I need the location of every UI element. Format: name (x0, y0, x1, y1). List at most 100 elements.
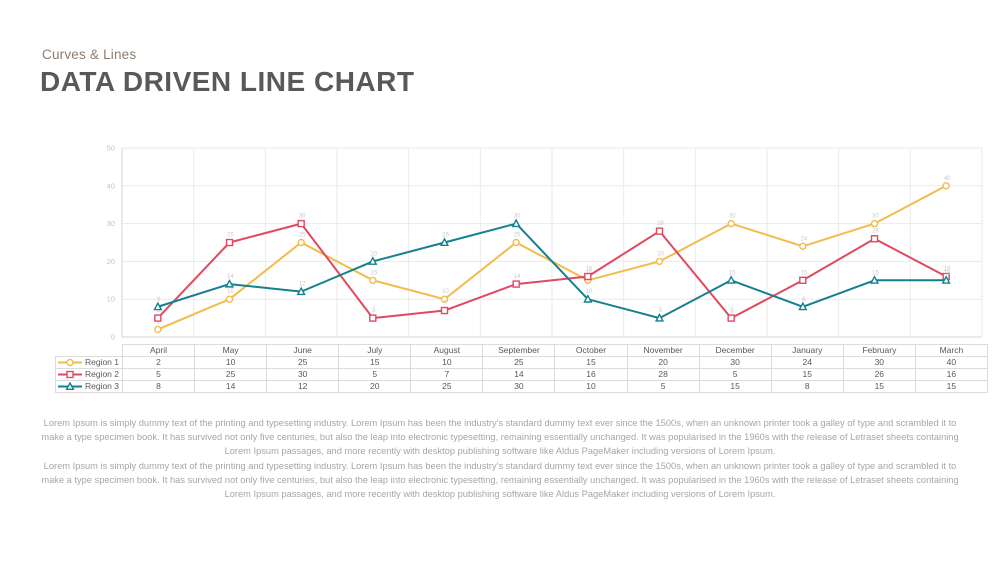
table-row: Region 3 8 14 12 20 25 30 10 5 15 8 15 15 (55, 380, 988, 393)
table-corner-cell (55, 344, 123, 357)
circle-marker (655, 257, 664, 266)
table-row: Region 1 2 10 25 15 10 25 15 20 30 24 30 40 (55, 356, 988, 369)
triangle-marker (511, 218, 521, 228)
data-point-label: 5 (157, 308, 161, 314)
triangle-marker (583, 294, 593, 303)
data-point-label: 14 (227, 274, 234, 280)
legend-label: Region 1 (84, 357, 119, 368)
legend-item-region-2: Region 2 (55, 368, 123, 381)
month-header: December (698, 344, 772, 357)
table-value-cell: 20 (338, 380, 412, 393)
month-header: October (554, 344, 628, 357)
slide-kicker: Curves & Lines (42, 47, 137, 62)
table-value-cell: 16 (554, 368, 628, 381)
table-value-cell: 30 (266, 368, 340, 381)
square-marker (369, 314, 377, 322)
legend-label: Region 2 (84, 369, 119, 380)
data-point-label: 30 (299, 214, 306, 220)
data-point-label: 16 (944, 267, 951, 273)
data-point-label: 5 (730, 308, 734, 314)
month-header: June (266, 344, 340, 357)
data-point-label: 30 (514, 214, 521, 220)
table-value-cell: 25 (194, 368, 268, 381)
square-marker (440, 306, 449, 315)
triangle-marker (941, 275, 951, 284)
circle-marker (870, 219, 879, 228)
data-point-label: 26 (872, 229, 879, 235)
data-point-label: 15 (729, 270, 736, 276)
data-point-label: 15 (944, 270, 951, 276)
data-point-label: 12 (299, 282, 306, 288)
data-point-label: 24 (800, 236, 807, 242)
chart-data-table: April May June July August September October No… (55, 344, 988, 393)
table-value-cell: 5 (626, 380, 700, 393)
table-value-cell: 15 (338, 356, 412, 369)
table-value-cell: 26 (842, 368, 916, 381)
table-value-cell: 24 (770, 356, 844, 369)
square-marker (870, 235, 879, 243)
table-value-cell: 30 (842, 356, 916, 369)
circle-marker (512, 238, 520, 247)
data-point-label: 7 (444, 301, 448, 307)
data-point-label: 8 (157, 297, 161, 303)
legend-swatch (57, 358, 82, 367)
table-value-cell: 30 (698, 356, 772, 369)
data-point-label: 5 (372, 308, 376, 314)
table-value-cell: 25 (410, 380, 484, 393)
month-header: May (194, 344, 268, 357)
circle-marker (225, 295, 234, 303)
table-value-cell: 10 (410, 356, 484, 369)
table-value-cell: 15 (698, 380, 772, 393)
triangle-marker (439, 237, 450, 247)
data-point-label: 5 (659, 308, 663, 314)
table-value-cell: 10 (554, 380, 628, 393)
table-value-cell: 5 (121, 368, 196, 381)
legend-swatch (57, 382, 82, 391)
table-value-cell: 16 (914, 368, 988, 381)
data-point-label: 10 (585, 289, 592, 295)
body-paragraph-2: Lorem Ipsum is simply dummy text of the … (41, 461, 959, 499)
data-point-label: 25 (514, 233, 521, 239)
square-marker (225, 238, 234, 247)
data-point-label: 20 (370, 251, 377, 257)
data-point-label: 40 (944, 176, 951, 182)
circle-marker (942, 182, 950, 190)
table-value-cell: 30 (482, 380, 556, 393)
table-value-cell: 12 (266, 380, 340, 393)
table-value-cell: 2 (121, 356, 196, 369)
circle-marker (727, 219, 735, 228)
table-value-cell: 15 (770, 368, 844, 381)
y-axis-tick-label: 0 (111, 333, 115, 342)
square-marker (727, 314, 735, 322)
square-marker (154, 314, 162, 322)
series-line-region-2 (156, 222, 948, 320)
line-chart: 0 10 20 30 40 50 2 10 25 15 10 25 15 20 30 24 30 40 5 25 30 5… (55, 138, 987, 344)
circle-marker (297, 238, 305, 247)
circle-marker (66, 358, 74, 367)
table-value-cell: 8 (121, 380, 196, 393)
month-header: September (482, 344, 556, 357)
square-marker (655, 227, 664, 235)
table-value-cell: 14 (194, 380, 268, 393)
square-marker (66, 370, 74, 379)
triangle-marker (654, 313, 665, 322)
month-header: April (121, 344, 196, 357)
page-title: DATA DRIVEN LINE CHART (40, 66, 415, 97)
table-value-cell: 5 (338, 368, 412, 381)
circle-marker (799, 242, 807, 250)
month-header: July (338, 344, 412, 357)
data-point-label: 8 (802, 297, 806, 303)
legend-item-region-3: Region 3 (55, 380, 123, 393)
data-point-label: 25 (442, 233, 449, 239)
data-point-label: 20 (657, 251, 664, 257)
month-header: November (626, 344, 700, 357)
triangle-marker (869, 275, 880, 284)
triangle-marker (296, 286, 306, 296)
data-point-label: 10 (442, 289, 449, 295)
table-value-cell: 14 (482, 368, 556, 381)
triangle-marker (798, 301, 808, 311)
month-header: August (410, 344, 484, 357)
series-line-region-3 (156, 222, 948, 320)
circle-marker (369, 276, 377, 285)
